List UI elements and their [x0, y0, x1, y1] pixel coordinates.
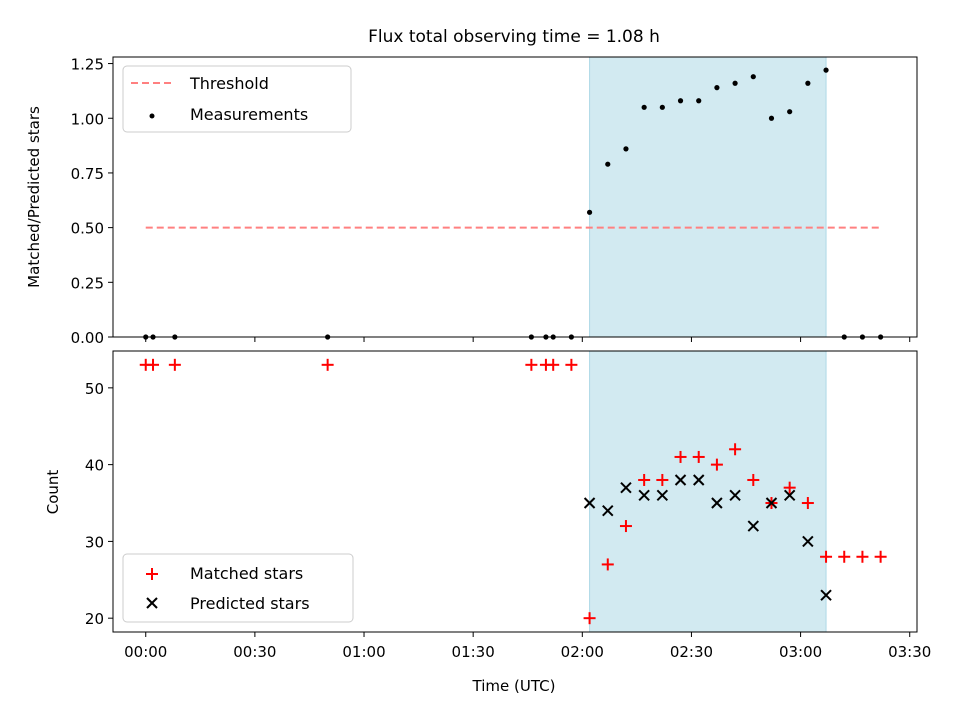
x-tick-label: 02:30	[670, 643, 713, 661]
matched-star-point	[147, 358, 160, 371]
predicted-star-point	[765, 497, 778, 509]
y-tick-label: 1.00	[71, 110, 104, 128]
bottom-y-axis-label: Count	[44, 470, 62, 515]
y-tick-label: 0.25	[71, 274, 104, 292]
top-panel: 0.00 0.25 0.50 0.75 1.00 1.25 Matched/Predict…	[25, 56, 918, 347]
x-tick-label: 03:00	[779, 643, 822, 661]
measurement-point	[768, 115, 775, 121]
measurement-point	[732, 80, 738, 86]
x-tick-label: 01:30	[452, 643, 495, 661]
matched-star-point	[710, 458, 723, 471]
y-tick-label: 50	[85, 380, 104, 398]
matched-star-point	[656, 473, 669, 486]
legend-matched-label: Matched stars	[190, 564, 303, 583]
observing-span	[589, 56, 827, 338]
bottom-x-axis: 00:00 00:30 01:00 01:30 02:00 02:30 03:00 03:30	[124, 632, 931, 661]
measurement-point	[659, 104, 665, 110]
measurement-point	[714, 85, 720, 91]
predicted-star-point	[602, 504, 614, 517]
legend-predicted-swatch	[146, 597, 158, 609]
predicted-star-point	[802, 535, 814, 548]
x-tick-label: 00:00	[124, 643, 167, 661]
predicted-star-point	[747, 520, 759, 532]
predicted-star-point	[729, 489, 741, 502]
measurement-point	[586, 209, 593, 215]
measurement-point	[823, 67, 829, 73]
predicted-star-point	[620, 481, 632, 494]
observing-span-top	[589, 56, 827, 338]
top-legend: Threshold Measurements	[122, 65, 352, 133]
matched-star-point	[168, 358, 181, 371]
x-tick-label: 02:00	[561, 643, 604, 661]
predicted-star-point	[693, 474, 705, 486]
predicted-star-point	[638, 489, 650, 502]
matched-star-point	[856, 550, 869, 563]
matched-star-point	[692, 450, 705, 463]
top-axes-frame	[112, 56, 918, 338]
top-y-axis: 0.00 0.25 0.50 0.75 1.00 1.25	[71, 56, 113, 347]
measurement-point	[641, 104, 647, 110]
matched-star-point	[601, 558, 614, 571]
measurement-point	[696, 98, 702, 104]
measurement-point	[677, 98, 684, 104]
legend-measurements-swatch	[149, 113, 155, 119]
matched-star-point	[619, 520, 632, 533]
top-x-ticks	[145, 337, 911, 342]
x-axis-label: Time (UTC)	[472, 677, 556, 695]
matched-star-point	[525, 358, 538, 371]
measurement-point	[750, 74, 756, 80]
matched-star-point	[783, 481, 796, 494]
matched-star-point	[801, 497, 814, 510]
x-tick-label: 01:00	[342, 643, 385, 661]
predicted-star-point	[711, 497, 723, 509]
y-tick-label: 30	[85, 533, 104, 551]
matched-star-point	[583, 612, 596, 625]
bottom-y-axis: 20 30 40 50	[85, 380, 113, 628]
matched-star-point	[321, 358, 334, 371]
legend-measurements-label: Measurements	[190, 105, 308, 124]
matched-star-point	[820, 550, 833, 563]
measurement-point	[805, 80, 811, 86]
predicted-star-point	[656, 489, 669, 502]
matched-star-point	[838, 550, 851, 563]
matched-star-point	[674, 450, 687, 463]
matched-star-point	[638, 473, 651, 486]
y-tick-label: 20	[85, 610, 104, 628]
y-tick-label: 40	[85, 457, 104, 475]
matched-star-point	[565, 358, 578, 371]
y-tick-label: 1.25	[71, 56, 104, 74]
matched-star-point	[729, 443, 742, 456]
x-tick-label: 00:30	[233, 643, 276, 661]
chart-title: Flux total observing time = 1.08 h	[368, 27, 660, 47]
measurement-point	[605, 161, 611, 167]
bottom-axes-frame	[112, 350, 918, 633]
predicted-star-point	[674, 474, 687, 486]
measurements-series	[143, 67, 884, 340]
legend-threshold-label: Threshold	[189, 74, 269, 93]
y-tick-label: 0.00	[71, 329, 104, 347]
legend-matched-swatch	[146, 568, 158, 580]
matched-star-point	[547, 358, 560, 371]
predicted-star-point	[583, 497, 596, 509]
predicted-stars-series	[583, 474, 832, 601]
predicted-star-point	[820, 589, 832, 601]
bottom-legend: Matched stars Predicted stars	[122, 553, 354, 623]
legend-predicted-label: Predicted stars	[190, 594, 310, 613]
y-tick-label: 0.50	[71, 220, 104, 238]
x-tick-label: 03:30	[888, 643, 931, 661]
matched-star-point	[747, 473, 760, 486]
matched-star-point	[874, 550, 887, 563]
matched-stars-series	[139, 358, 887, 625]
predicted-star-point	[783, 489, 796, 502]
y-tick-label: 0.75	[71, 165, 104, 183]
measurement-point	[787, 109, 793, 115]
top-y-axis-label: Matched/Predicted stars	[25, 106, 43, 288]
measurement-point	[623, 146, 629, 152]
